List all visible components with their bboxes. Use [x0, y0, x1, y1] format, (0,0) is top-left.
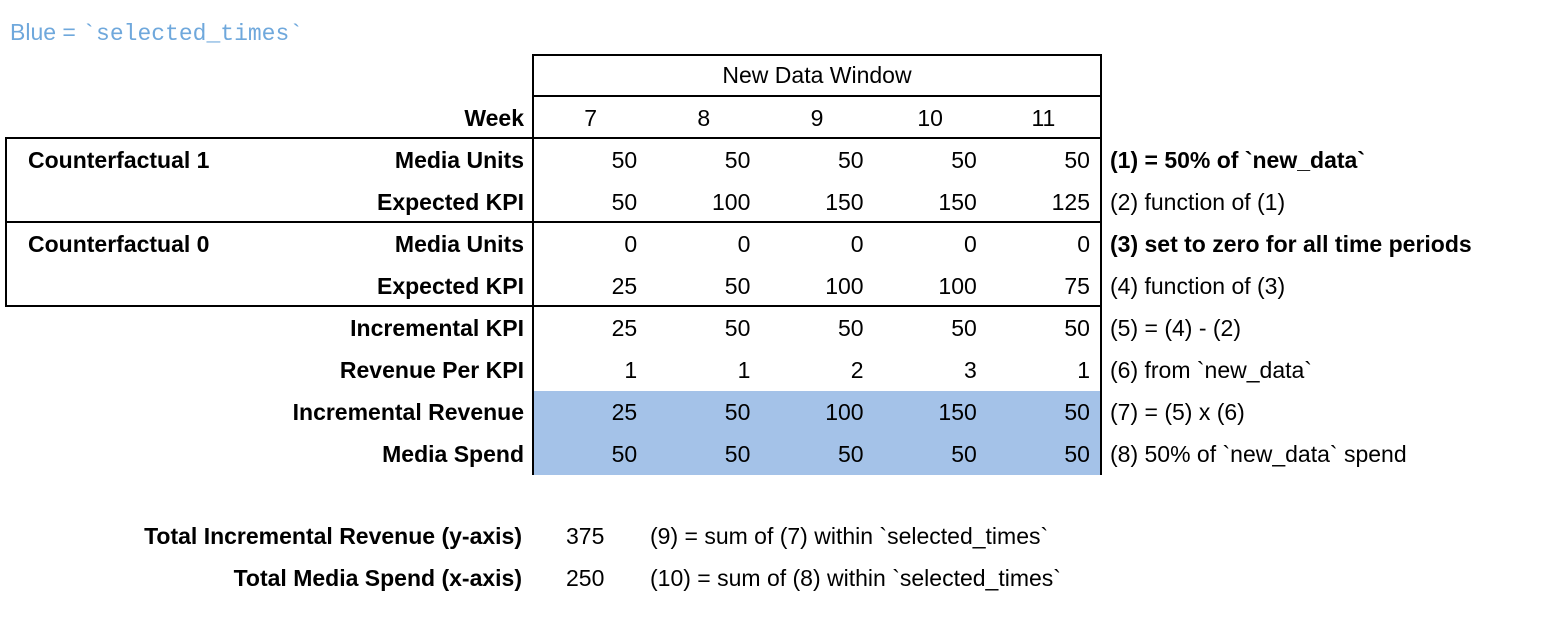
week-number: 7	[584, 105, 597, 131]
group-label-counterfactual-0: Counterfactual 0	[28, 231, 210, 257]
table-border-cf1-top	[5, 137, 1102, 139]
row-label: Expected KPI	[377, 273, 524, 299]
total-media-spend-note: (10) = sum of (8) within `selected_times…	[650, 565, 1061, 591]
table-row-values-highlighted: 25 50 100 150 50	[534, 391, 1100, 433]
value-cell: 50	[1064, 399, 1090, 425]
value-cell: 50	[724, 441, 751, 467]
value-cell: 50	[838, 315, 864, 341]
row-label: Expected KPI	[377, 189, 524, 215]
value-cell: 3	[964, 357, 977, 383]
row-label: Media Units	[394, 147, 524, 173]
total-incremental-revenue-label: Total Incremental Revenue (y-axis)	[144, 523, 522, 549]
week-number: 8	[697, 105, 711, 131]
week-number: 10	[917, 105, 943, 131]
value-cell: 50	[611, 147, 638, 173]
week-number: 11	[1031, 105, 1056, 131]
table-row-values: 25 50 100 100 75	[534, 265, 1100, 307]
row-label: Incremental KPI	[350, 315, 524, 341]
row-note: (4) function of (3)	[1110, 273, 1286, 299]
total-media-spend-label: Total Media Spend (x-axis)	[233, 565, 522, 591]
value-cell: 50	[724, 399, 751, 425]
value-cell: 150	[938, 399, 977, 425]
value-cell: 150	[938, 189, 977, 215]
value-cell: 50	[951, 147, 977, 173]
table-border-right	[1100, 54, 1102, 475]
row-note: (7) = (5) x (6)	[1110, 399, 1245, 425]
value-cell: 50	[951, 315, 977, 341]
row-note: (1) = 50% of `new_data`	[1110, 147, 1365, 173]
legend-note: Blue = `selected_times`	[10, 12, 303, 52]
value-cell: 1	[1077, 357, 1090, 383]
value-cell: 50	[724, 147, 751, 173]
row-note: (2) function of (1)	[1110, 189, 1286, 215]
value-cell: 50	[1064, 441, 1090, 467]
value-cell: 50	[838, 441, 864, 467]
value-cell: 50	[724, 273, 751, 299]
value-cell: 100	[938, 273, 977, 299]
value-cell: 0	[1077, 231, 1090, 257]
row-label: Media Units	[394, 231, 524, 257]
value-cell: 1	[737, 357, 751, 383]
table-row-values: 25 50 50 50 50	[534, 307, 1100, 349]
value-cell: 100	[825, 399, 864, 425]
value-cell: 50	[1064, 147, 1090, 173]
week-number: 9	[810, 105, 824, 131]
value-cell: 0	[964, 231, 977, 257]
value-cell: 1	[624, 357, 638, 383]
row-note: (3) set to zero for all time periods	[1110, 231, 1472, 257]
row-label: Revenue Per KPI	[339, 357, 524, 383]
value-cell: 25	[611, 315, 638, 341]
row-label: Media Spend	[382, 441, 524, 467]
total-media-spend-value: 250	[566, 565, 605, 591]
value-cell: 50	[724, 315, 751, 341]
value-cell: 50	[838, 147, 864, 173]
value-cell: 150	[825, 189, 864, 215]
value-cell: 0	[624, 231, 638, 257]
value-cell: 125	[1051, 189, 1090, 215]
table-border-left	[532, 54, 534, 475]
total-incremental-revenue-value: 375	[566, 523, 605, 549]
table-row-values-highlighted: 50 50 50 50 50	[534, 433, 1100, 475]
value-cell: 0	[737, 231, 751, 257]
value-cell: 25	[611, 273, 638, 299]
value-cell: 100	[712, 189, 751, 215]
table-border-cf-divider	[5, 221, 1102, 223]
table-border-top	[532, 54, 1102, 56]
value-cell: 50	[1064, 315, 1090, 341]
week-label: Week	[464, 105, 524, 131]
table-row-values: 50 100 150 150 125	[534, 181, 1100, 223]
value-cell: 50	[611, 189, 638, 215]
row-note: (8) 50% of `new_data` spend	[1110, 441, 1407, 467]
value-cell: 2	[850, 357, 864, 383]
table-row-values: 50 50 50 50 50	[534, 139, 1100, 181]
new-data-window-header: New Data Window	[722, 62, 912, 88]
value-cell: 25	[611, 399, 638, 425]
value-cell: 100	[825, 273, 864, 299]
table-row-values: 0 0 0 0 0	[534, 223, 1100, 265]
value-cell: 50	[951, 441, 977, 467]
week-numbers-row: 7 8 9 10 11	[534, 97, 1100, 139]
row-note: (5) = (4) - (2)	[1110, 315, 1241, 341]
group-label-counterfactual-1: Counterfactual 1	[28, 147, 210, 173]
row-label: Incremental Revenue	[292, 399, 524, 425]
legend-note-code: `selected_times`	[82, 21, 304, 47]
value-cell: 75	[1064, 273, 1090, 299]
table-border-cf0-bottom	[5, 305, 1102, 307]
row-note: (6) from `new_data`	[1110, 357, 1312, 383]
value-cell: 0	[850, 231, 864, 257]
table-border-header-bottom	[532, 95, 1102, 97]
value-cell: 50	[611, 441, 638, 467]
table-row-values: 1 1 2 3 1	[534, 349, 1100, 391]
legend-note-prefix: Blue =	[10, 19, 83, 45]
counterfactual-box-left-border	[5, 137, 7, 307]
total-incremental-revenue-note: (9) = sum of (7) within `selected_times`	[650, 523, 1049, 549]
